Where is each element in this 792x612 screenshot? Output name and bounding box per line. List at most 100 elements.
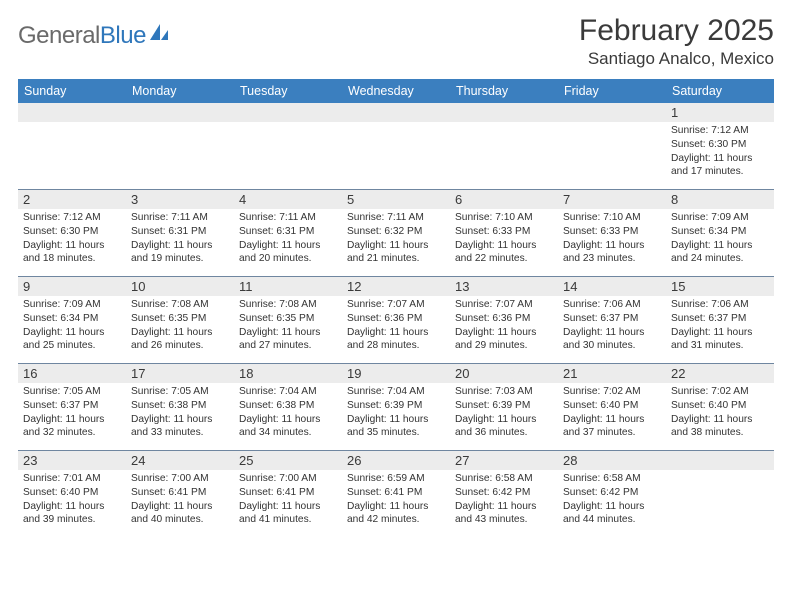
day-details: Sunrise: 7:04 AMSunset: 6:38 PMDaylight:… [239,385,337,440]
day-cell [558,103,666,189]
day-number: 20 [450,364,558,383]
day-details: Sunrise: 7:10 AMSunset: 6:33 PMDaylight:… [455,211,553,266]
daylight-line: Daylight: 11 hours and 36 minutes. [455,413,553,441]
daylight-line: Daylight: 11 hours and 41 minutes. [239,500,337,528]
sunset-line: Sunset: 6:35 PM [239,312,337,326]
sunset-line: Sunset: 6:30 PM [671,138,769,152]
sunset-line: Sunset: 6:41 PM [347,486,445,500]
day-cell: 24 Sunrise: 7:00 AMSunset: 6:41 PMDayligh… [126,451,234,537]
day-cell: 14Sunrise: 7:06 AMSunset: 6:37 PMDayligh… [558,277,666,363]
daylight-line: Daylight: 11 hours and 26 minutes. [131,326,229,354]
sunset-line: Sunset: 6:33 PM [563,225,661,239]
sunrise-line: Sunrise: 7:12 AM [23,211,121,225]
calendar: Sunday Monday Tuesday Wednesday Thursday… [18,79,774,537]
sunrise-line: Sunrise: 7:08 AM [239,298,337,312]
day-number: 24 [126,451,234,470]
day-number: 5 [342,190,450,209]
day-cell: 27Sunrise: 6:58 AMSunset: 6:42 PMDayligh… [450,451,558,537]
sunrise-line: Sunrise: 7:05 AM [131,385,229,399]
daylight-line: Daylight: 11 hours and 32 minutes. [23,413,121,441]
sunrise-line: Sunrise: 7:06 AM [671,298,769,312]
sunset-line: Sunset: 6:33 PM [455,225,553,239]
day-cell: 18 Sunrise: 7:04 AMSunset: 6:38 PMDayligh… [234,364,342,450]
day-number: 10 [126,277,234,296]
day-cell: 5 Sunrise: 7:11 AMSunset: 6:32 PMDaylight… [342,190,450,276]
day-details: Sunrise: 7:08 AMSunset: 6:35 PMDaylight:… [239,298,337,353]
sunset-line: Sunset: 6:38 PM [131,399,229,413]
sunrise-line: Sunrise: 7:10 AM [455,211,553,225]
day-number: 7 [558,190,666,209]
sunrise-line: Sunrise: 7:00 AM [239,472,337,486]
calendar-body: 1Sunrise: 7:12 AMSunset: 6:30 PMDaylight… [18,103,774,537]
day-cell: 13 Sunrise: 7:07 AMSunset: 6:36 PMDayligh… [450,277,558,363]
day-cell: 17Sunrise: 7:05 AMSunset: 6:38 PMDayligh… [126,364,234,450]
day-details: Sunrise: 7:07 AMSunset: 6:36 PMDaylight:… [455,298,553,353]
dow-saturday: Saturday [666,79,774,103]
daylight-line: Daylight: 11 hours and 38 minutes. [671,413,769,441]
week-row: 9Sunrise: 7:09 AMSunset: 6:34 PMDaylight… [18,276,774,363]
sunset-line: Sunset: 6:39 PM [347,399,445,413]
day-details: Sunrise: 7:05 AMSunset: 6:38 PMDaylight:… [131,385,229,440]
sunrise-line: Sunrise: 7:03 AM [455,385,553,399]
day-number-empty [18,103,126,122]
dow-wednesday: Wednesday [342,79,450,103]
day-details: Sunrise: 7:00 AMSunset: 6:41 PMDaylight:… [131,472,229,527]
week-row: 2Sunrise: 7:12 AMSunset: 6:30 PMDaylight… [18,189,774,276]
sunrise-line: Sunrise: 6:59 AM [347,472,445,486]
sunrise-line: Sunrise: 7:02 AM [671,385,769,399]
sunset-line: Sunset: 6:41 PM [131,486,229,500]
day-number: 28 [558,451,666,470]
day-number: 8 [666,190,774,209]
daylight-line: Daylight: 11 hours and 28 minutes. [347,326,445,354]
day-cell: 10Sunrise: 7:08 AMSunset: 6:35 PMDayligh… [126,277,234,363]
day-details: Sunrise: 7:12 AMSunset: 6:30 PMDaylight:… [23,211,121,266]
sunset-line: Sunset: 6:31 PM [239,225,337,239]
day-cell: 4Sunrise: 7:11 AMSunset: 6:31 PMDaylight… [234,190,342,276]
day-cell: 23Sunrise: 7:01 AMSunset: 6:40 PMDayligh… [18,451,126,537]
dow-monday: Monday [126,79,234,103]
day-number: 3 [126,190,234,209]
day-cell: 11Sunrise: 7:08 AMSunset: 6:35 PMDayligh… [234,277,342,363]
day-cell: 3 Sunrise: 7:11 AMSunset: 6:31 PMDaylight… [126,190,234,276]
sunset-line: Sunset: 6:30 PM [23,225,121,239]
dow-sunday: Sunday [18,79,126,103]
day-cell: 16Sunrise: 7:05 AMSunset: 6:37 PMDayligh… [18,364,126,450]
week-row: 1Sunrise: 7:12 AMSunset: 6:30 PMDaylight… [18,103,774,189]
daylight-line: Daylight: 11 hours and 18 minutes. [23,239,121,267]
sunrise-line: Sunrise: 7:11 AM [239,211,337,225]
day-details: Sunrise: 6:59 AMSunset: 6:41 PMDaylight:… [347,472,445,527]
day-details: Sunrise: 7:11 AMSunset: 6:31 PMDaylight:… [131,211,229,266]
daylight-line: Daylight: 11 hours and 24 minutes. [671,239,769,267]
logo-text-blue: Blue [100,22,146,49]
daylight-line: Daylight: 11 hours and 33 minutes. [131,413,229,441]
day-details: Sunrise: 7:02 AMSunset: 6:40 PMDaylight:… [563,385,661,440]
day-number: 27 [450,451,558,470]
week-row: 16Sunrise: 7:05 AMSunset: 6:37 PMDayligh… [18,363,774,450]
day-number: 19 [342,364,450,383]
sunrise-line: Sunrise: 6:58 AM [455,472,553,486]
sunset-line: Sunset: 6:39 PM [455,399,553,413]
day-cell [126,103,234,189]
sunrise-line: Sunrise: 7:02 AM [563,385,661,399]
day-number-empty [342,103,450,122]
day-details: Sunrise: 7:11 AMSunset: 6:32 PMDaylight:… [347,211,445,266]
logo-text: GeneralBlue [18,22,146,50]
day-details: Sunrise: 7:06 AMSunset: 6:37 PMDaylight:… [671,298,769,353]
day-details: Sunrise: 7:03 AMSunset: 6:39 PMDaylight:… [455,385,553,440]
day-number: 14 [558,277,666,296]
sunrise-line: Sunrise: 6:58 AM [563,472,661,486]
day-number: 18 [234,364,342,383]
sunrise-line: Sunrise: 7:09 AM [23,298,121,312]
sunset-line: Sunset: 6:37 PM [671,312,769,326]
day-cell: 9Sunrise: 7:09 AMSunset: 6:34 PMDaylight… [18,277,126,363]
daylight-line: Daylight: 11 hours and 44 minutes. [563,500,661,528]
day-number: 13 [450,277,558,296]
sunset-line: Sunset: 6:34 PM [23,312,121,326]
day-number: 26 [342,451,450,470]
day-details: Sunrise: 7:05 AMSunset: 6:37 PMDaylight:… [23,385,121,440]
sunrise-line: Sunrise: 7:05 AM [23,385,121,399]
sunset-line: Sunset: 6:34 PM [671,225,769,239]
day-cell [666,451,774,537]
day-details: Sunrise: 7:11 AMSunset: 6:31 PMDaylight:… [239,211,337,266]
sunset-line: Sunset: 6:36 PM [455,312,553,326]
